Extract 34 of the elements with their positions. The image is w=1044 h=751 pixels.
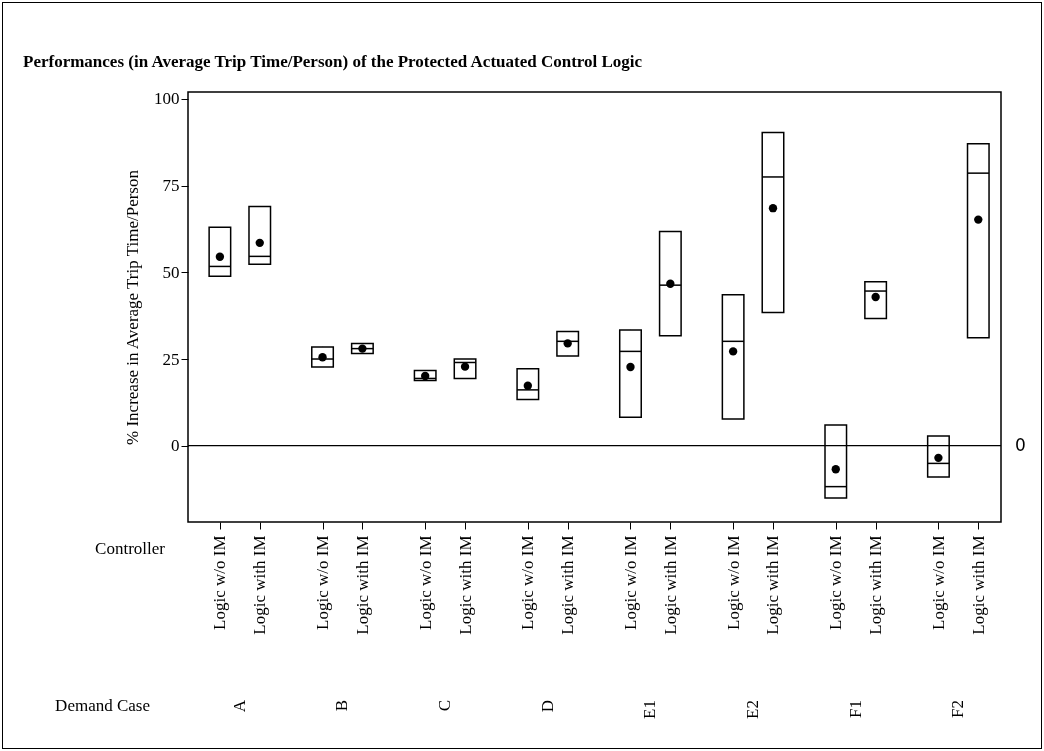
x-tick-label: Logic with IM [250,535,270,635]
text: Demand Case [55,696,150,715]
ref-line-label: 0 [1015,434,1026,455]
x-tick-label: Logic w/o IM [518,535,538,630]
x-tick-label: Logic w/o IM [723,535,743,630]
x-tick-label: Logic w/o IM [313,535,333,630]
y-tick-label: 50 [162,262,180,282]
y-axis-title: % Increase in Average Trip Time/Person [123,169,142,445]
text: F1 [845,700,865,718]
y-tick-label: 25 [162,349,180,369]
text: D [537,700,557,713]
x-tick-label: Logic w/o IM [210,535,230,630]
x-tick-label: Logic with IM [968,535,988,635]
x-tick-label: Logic with IM [660,535,680,635]
y-tick-label: 100 [154,89,180,109]
text: E1 [640,700,660,719]
x-tick-label: Logic w/o IM [415,535,435,630]
text: C [435,700,455,712]
x-tick-label: Logic with IM [763,535,783,635]
y-tick-label: 0 [171,436,180,456]
text: Controller [95,539,166,558]
x-tick-label: Logic with IM [866,535,886,635]
x-tick-label: Logic w/o IM [928,535,948,630]
text: E2 [743,700,763,719]
text: B [332,700,352,712]
text: A [229,699,249,713]
x-tick-label: Logic w/o IM [826,535,846,630]
x-tick-label: Logic w/o IM [620,535,640,630]
chart-title: Performances (in Average Trip Time/Person) of the Protected Actuated Control Logic [23,52,643,71]
x-tick-label: Logic with IM [455,535,475,635]
text: F2 [948,700,968,718]
x-tick-label: Logic with IM [558,535,578,635]
y-tick-label: 75 [162,176,180,196]
x-tick-label: Logic with IM [352,535,372,635]
